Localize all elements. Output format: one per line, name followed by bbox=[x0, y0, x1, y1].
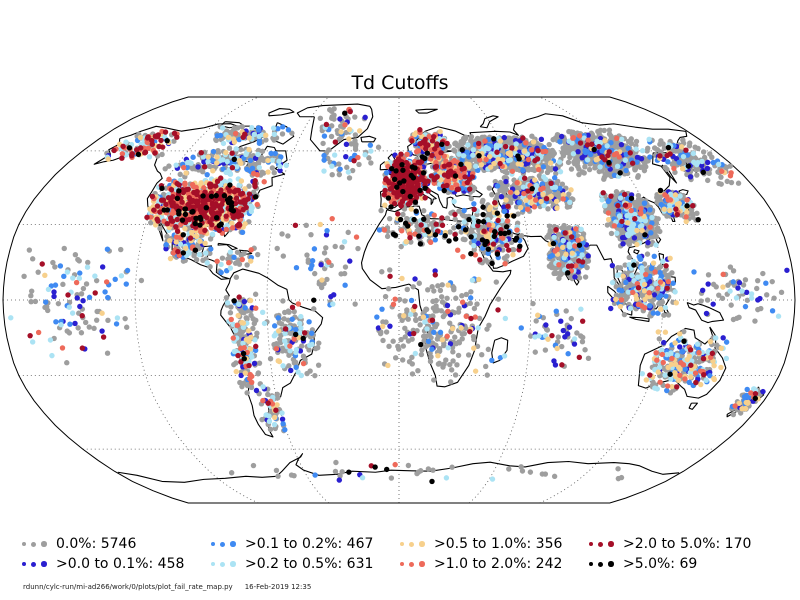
source-path: rdunn/cylc-run/mi-ad266/work/0/plots/plo… bbox=[23, 583, 233, 591]
legend-marker-dots bbox=[589, 541, 623, 547]
legend: 0.0%: 5746 >0.0 to 0.1%: 458 >0.1 to 0.2… bbox=[22, 534, 778, 574]
legend-item-label: >0.0 to 0.1%: 458 bbox=[56, 556, 185, 572]
legend-marker-dots bbox=[400, 561, 434, 567]
legend-item-label: >0.1 to 0.2%: 467 bbox=[245, 536, 374, 552]
legend-item: >0.0 to 0.1%: 458 bbox=[22, 554, 211, 574]
legend-item: 0.0%: 5746 bbox=[22, 534, 211, 554]
legend-item: >5.0%: 69 bbox=[589, 554, 778, 574]
legend-item: >0.5 to 1.0%: 356 bbox=[400, 534, 589, 554]
legend-marker-dots bbox=[22, 541, 56, 547]
timestamp: 16-Feb-2019 12:35 bbox=[244, 583, 312, 591]
legend-marker-dots bbox=[211, 561, 245, 567]
legend-item-label: >0.2 to 0.5%: 631 bbox=[245, 556, 374, 572]
legend-marker-dots bbox=[400, 541, 434, 547]
legend-item-label: >0.5 to 1.0%: 356 bbox=[434, 536, 563, 552]
legend-item: >2.0 to 5.0%: 170 bbox=[589, 534, 778, 554]
legend-item-label: 0.0%: 5746 bbox=[56, 536, 137, 552]
legend-marker-dots bbox=[211, 541, 245, 547]
legend-item-label: >5.0%: 69 bbox=[623, 556, 698, 572]
legend-item: >0.1 to 0.2%: 467 bbox=[211, 534, 400, 554]
plot-title: Td Cutoffs bbox=[351, 72, 449, 94]
legend-item: >1.0 to 2.0%: 242 bbox=[400, 554, 589, 574]
plot-footer: rdunn/cylc-run/mi-ad266/work/0/plots/plo… bbox=[23, 583, 311, 591]
legend-item-label: >1.0 to 2.0%: 242 bbox=[434, 556, 563, 572]
legend-item-label: >2.0 to 5.0%: 170 bbox=[623, 536, 752, 552]
legend-marker-dots bbox=[22, 561, 56, 567]
legend-marker-dots bbox=[589, 561, 623, 567]
legend-item: >0.2 to 0.5%: 631 bbox=[211, 554, 400, 574]
